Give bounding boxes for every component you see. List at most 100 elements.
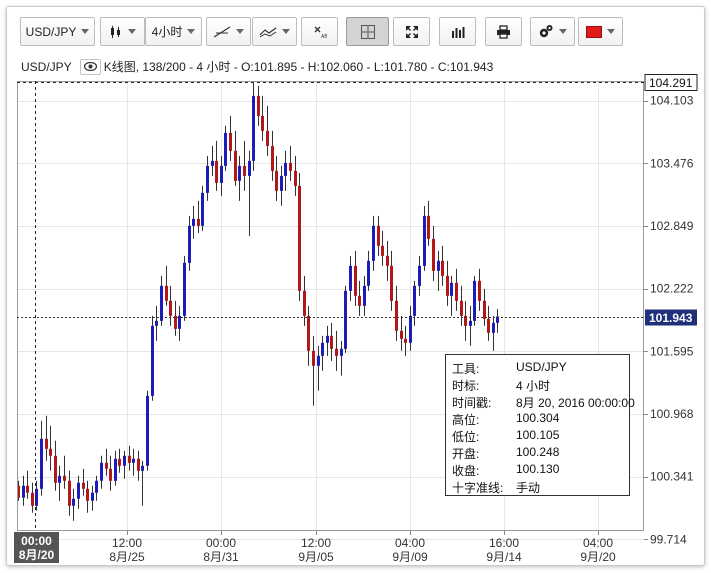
- candle: [155, 305, 158, 341]
- symbol-dropdown[interactable]: USD/JPY: [20, 17, 95, 46]
- crosshair-date-box: [14, 532, 59, 563]
- candle: [123, 450, 126, 479]
- candle: [141, 460, 144, 506]
- candle: [109, 455, 112, 491]
- interval-dropdown[interactable]: 4小时: [145, 17, 202, 46]
- chart-window: USD/JPY 4小时 AB USD/JPY K线图, 138/200 - 4 小时…: [6, 6, 705, 566]
- data-window-value: 100.105: [516, 428, 560, 442]
- candle-body: [307, 315, 310, 351]
- x-axis: 12:008月/2500:008月/3112:009月/0504:009月/09…: [109, 531, 616, 564]
- fullscreen-icon: [405, 25, 419, 39]
- candle-body: [206, 165, 209, 193]
- data-window-row: 开盘: 100.248: [452, 445, 627, 462]
- data-window-row: 时标: 4 小时: [452, 377, 627, 394]
- candle: [132, 448, 135, 476]
- fullscreen-button[interactable]: [393, 17, 430, 46]
- candle-body: [132, 458, 135, 463]
- x-tick-date-label: 9月/09: [392, 550, 428, 564]
- candle: [58, 465, 61, 501]
- candle-body: [128, 455, 131, 463]
- candle-body: [197, 218, 200, 226]
- y-axis: 104.103 103.476 102.849 102.222 101.595 100.9…: [644, 94, 694, 546]
- y-tick-label: 104.103: [650, 94, 694, 108]
- candle-body: [118, 458, 121, 466]
- candle: [469, 305, 472, 346]
- data-window-value: 100.248: [516, 445, 560, 459]
- clear-drawings-button[interactable]: AB: [301, 17, 338, 46]
- chevron-down-icon: [607, 29, 615, 34]
- candle: [95, 475, 98, 501]
- candle-body: [45, 438, 48, 449]
- svg-text:AB: AB: [321, 34, 327, 39]
- indicators-dropdown[interactable]: [252, 17, 297, 46]
- clear-icon: AB: [313, 25, 327, 39]
- volume-button[interactable]: [439, 17, 476, 46]
- settings-dropdown[interactable]: [530, 17, 575, 46]
- candle-body: [450, 282, 453, 296]
- chart-type-dropdown[interactable]: [100, 17, 145, 46]
- candle: [266, 105, 269, 156]
- candle: [409, 305, 412, 351]
- candle: [395, 285, 398, 341]
- candle: [257, 85, 260, 126]
- candle: [40, 420, 43, 496]
- candle-body: [192, 218, 195, 226]
- candle: [460, 285, 463, 326]
- print-button[interactable]: [485, 17, 522, 46]
- candle: [248, 150, 251, 236]
- candle: [344, 285, 347, 353]
- candle-body: [178, 315, 181, 329]
- candle-body: [211, 160, 214, 166]
- candle-body: [137, 458, 140, 471]
- candle-body: [483, 300, 486, 319]
- candle-body: [266, 130, 269, 146]
- crosshair-data-window: 工具: USD/JPY 时标: 4 小时 时间戳: 8月 20, 2016 00:00:0…: [445, 354, 635, 496]
- candle-body: [17, 485, 20, 498]
- crosshair-button[interactable]: [346, 17, 389, 46]
- candle: [423, 205, 426, 271]
- candle: [105, 448, 108, 476]
- candle-body: [390, 265, 393, 301]
- crosshair-icon: [360, 24, 376, 40]
- data-window-row: 高位: 100.304: [452, 411, 627, 428]
- candle: [427, 200, 430, 246]
- x-tick-time-label: 16:00: [489, 536, 519, 550]
- candle: [289, 145, 292, 181]
- candle-body: [317, 355, 320, 366]
- candle: [280, 165, 283, 206]
- crosshair-date-day: 8月/20: [19, 548, 55, 562]
- indicator-icon: [259, 26, 277, 38]
- candle-body: [40, 438, 43, 489]
- candle: [45, 415, 48, 461]
- data-window-row: 收盘: 100.130: [452, 462, 627, 479]
- data-window-value: 100.130: [516, 462, 560, 476]
- candle: [63, 455, 66, 489]
- color-dropdown[interactable]: [578, 17, 623, 46]
- candle-body: [460, 300, 463, 316]
- candle: [441, 245, 444, 286]
- candle-body: [72, 498, 75, 506]
- candle-body: [404, 338, 407, 343]
- candle-body: [109, 468, 112, 481]
- candle-body: [86, 488, 89, 501]
- candle-body: [363, 285, 366, 306]
- candle-body: [437, 260, 440, 271]
- chevron-down-icon: [236, 29, 244, 34]
- candle-body: [151, 325, 154, 396]
- candle: [169, 285, 172, 326]
- candle-body: [386, 255, 389, 266]
- candle-body: [54, 455, 57, 483]
- candle: [77, 475, 80, 509]
- data-window-key: 高位:: [452, 413, 480, 427]
- candle: [206, 155, 209, 201]
- x-tick-time-label: 04:00: [583, 536, 613, 550]
- draw-tools-dropdown[interactable]: [206, 17, 251, 46]
- candle: [321, 335, 324, 371]
- eye-icon[interactable]: [79, 58, 101, 75]
- candle-body: [418, 265, 421, 286]
- candle: [367, 250, 370, 291]
- candle-body: [395, 300, 398, 331]
- candle-body: [26, 485, 29, 493]
- candle-body: [358, 295, 361, 306]
- candle: [86, 480, 89, 513]
